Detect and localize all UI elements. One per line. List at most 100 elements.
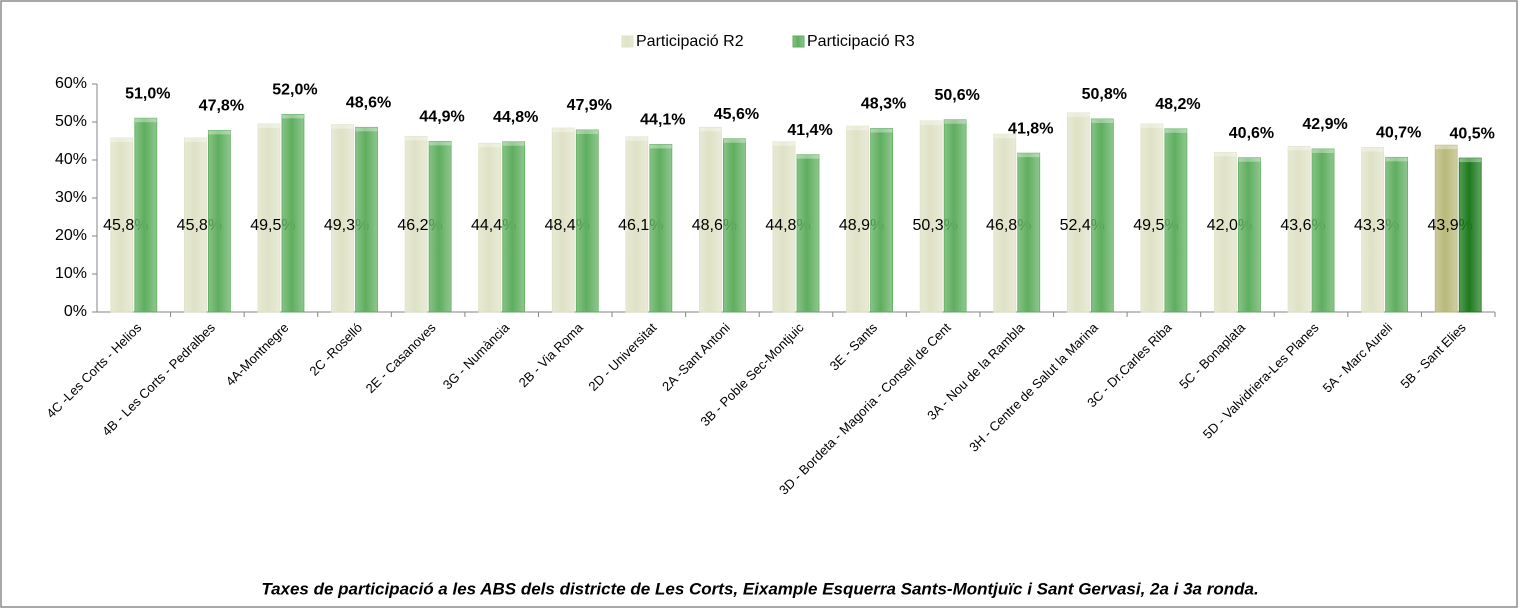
legend-label: Participació R3 (807, 33, 915, 50)
data-label: 52,0% (272, 82, 317, 99)
bar-cap (1017, 153, 1040, 158)
bar-cap (723, 138, 746, 143)
bar (993, 133, 1017, 313)
data-label: 48,6% (346, 95, 391, 112)
bar (134, 117, 158, 313)
bar (943, 119, 967, 313)
data-label: 41,4% (787, 122, 832, 139)
data-label: 48,2% (1155, 96, 1200, 113)
bar-cap (993, 134, 1016, 139)
bar-cap (920, 120, 943, 125)
bar (699, 126, 722, 313)
bar-cap (110, 137, 133, 142)
bar (1090, 118, 1114, 313)
bar (1140, 123, 1164, 313)
data-label: 48,3% (861, 96, 906, 113)
y-tick-label: 20% (55, 227, 87, 244)
bar (919, 120, 943, 313)
data-label: 47,8% (199, 98, 244, 115)
bar-cap (1091, 118, 1114, 123)
bar-cap (1312, 148, 1335, 153)
bar-cap (331, 124, 354, 129)
bar (1214, 151, 1237, 313)
bar (1361, 147, 1385, 313)
data-label: 44,8% (493, 109, 538, 126)
bar (281, 114, 305, 313)
bar-cap (699, 127, 722, 132)
data-label: 44,1% (640, 112, 685, 129)
bar (870, 128, 893, 313)
bar-cap (208, 130, 231, 135)
bar (723, 138, 746, 313)
bar-cap (502, 141, 525, 146)
bar (1017, 152, 1041, 313)
y-tick-label: 0% (64, 303, 87, 320)
bar-cap (1385, 157, 1408, 162)
bar (625, 136, 649, 313)
bar (1066, 112, 1090, 313)
bar-cap (649, 144, 672, 149)
bar-cap (1214, 152, 1237, 157)
bar (1164, 128, 1188, 313)
data-label: 42,9% (1302, 116, 1347, 133)
data-label: 41,8% (1008, 120, 1053, 137)
bar (478, 142, 502, 313)
bar-cap (478, 143, 501, 148)
y-tick-label: 40% (55, 151, 87, 168)
bar (502, 141, 526, 313)
bar-cap (1238, 157, 1261, 162)
data-label: 51,0% (125, 85, 170, 102)
bar (404, 136, 428, 313)
bar (110, 137, 134, 313)
bar (551, 127, 575, 313)
data-label: 50,8% (1082, 86, 1127, 103)
bar (575, 129, 599, 313)
bar-cap (870, 128, 893, 133)
bar-cap (773, 141, 795, 146)
bar-cap (1164, 128, 1187, 133)
bar-cap (944, 119, 967, 124)
bar (772, 141, 796, 313)
bar (207, 129, 231, 313)
bar-cap (405, 136, 428, 141)
bar (846, 125, 869, 313)
bar-cap (1435, 145, 1458, 150)
legend-label: Participació R2 (636, 33, 744, 50)
bar (1458, 157, 1482, 313)
bar-cap (625, 136, 648, 141)
bar-cap (552, 128, 575, 133)
bar (183, 137, 207, 313)
bar-cap (797, 154, 819, 159)
bar (1385, 156, 1409, 313)
bar-cap (1459, 158, 1482, 163)
bar-cap (281, 114, 304, 119)
bar (331, 124, 354, 313)
bar (428, 140, 452, 313)
bar (1238, 157, 1261, 313)
bar (355, 126, 378, 313)
bar-cap (1067, 112, 1090, 117)
bar-cap (355, 127, 378, 132)
data-label: 40,5% (1450, 125, 1495, 142)
bar-cap (1140, 123, 1163, 128)
bar-cap (134, 118, 157, 123)
chart-title: Taxes de participació a les ABS dels dis… (261, 579, 1258, 598)
bar-cap (184, 137, 207, 142)
data-label: 40,6% (1229, 125, 1274, 142)
legend-swatch (792, 35, 805, 48)
data-label: 45,6% (714, 106, 759, 123)
bar (1311, 148, 1335, 313)
bar (1287, 145, 1311, 313)
y-tick-label: 50% (55, 113, 87, 130)
data-label: 40,7% (1376, 125, 1421, 142)
bar-cap (429, 141, 452, 146)
bar (257, 123, 281, 313)
bar (1434, 144, 1458, 313)
y-tick-label: 10% (55, 265, 87, 282)
y-tick-label: 60% (55, 75, 87, 92)
bar-cap (1288, 146, 1311, 151)
bar-cap (846, 126, 869, 131)
data-label: 50,6% (934, 87, 979, 104)
